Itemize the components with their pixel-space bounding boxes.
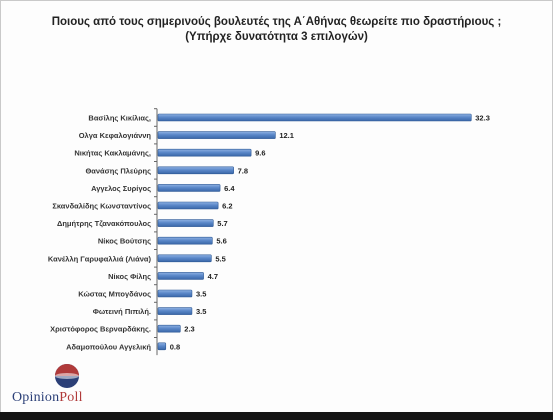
bar (157, 184, 221, 192)
logo-circle-icon (55, 364, 79, 388)
bar (157, 254, 212, 263)
bar (157, 201, 219, 210)
bar (157, 324, 181, 333)
bar (157, 148, 252, 157)
opinionpoll-logo (12, 362, 122, 408)
bar (157, 236, 213, 245)
category-label: Νικήτας Κακλαμάνης, (74, 149, 151, 158)
category-label: Νίκος Βούτσης (98, 237, 151, 246)
chart-subtitle: (Υπήρχε δυνατότητα 3 επιλογών) (185, 31, 368, 43)
data-label: 3.5 (196, 290, 206, 299)
category-label: Αδαμοπούλου Αγγελική (66, 342, 151, 351)
bar (157, 113, 472, 122)
data-label: 6.2 (222, 202, 232, 211)
data-label: 0.8 (170, 342, 180, 351)
category-label: Σκανδαλίδης Κωνσταντίνος (52, 202, 151, 211)
category-label: Βασίλης Κικίλιας, (88, 114, 151, 123)
bar (157, 289, 193, 298)
category-label: Χριστόφορος Βερναρδάκης. (50, 325, 151, 334)
data-label: 2.3 (184, 325, 194, 334)
logo-word-opinion: Opinion (12, 390, 60, 405)
category-label: Ολγα Κεφαλογιάννη (79, 131, 152, 140)
category-label: Νίκος Φίλης (108, 272, 151, 281)
data-label: 32.3 (475, 114, 490, 123)
category-label: Δημήτρης Τζανακόπουλος (57, 219, 151, 228)
data-label: 9.6 (255, 149, 265, 158)
category-label: Κανέλλη Γαρυφαλλιά (Λιάνα) (48, 254, 152, 263)
data-label: 4.7 (208, 272, 218, 281)
logo-wordmark: OpinionPoll (12, 390, 83, 406)
category-label: Φωτεινή Πιπιλή. (93, 307, 151, 316)
bar (157, 272, 204, 280)
data-label: 5.6 (216, 237, 226, 246)
chart-plot-area: Βασίλης Κικίλιας, 32.3 Ολγα Κεφαλογιάννη 12… (48, 108, 490, 356)
logo-word-poll: Poll (59, 390, 83, 405)
category-label: Αγγελος Συρίγος (91, 184, 151, 193)
category-label: Θανάσης Πλεύρης (85, 166, 151, 175)
data-label: 7.8 (238, 166, 248, 175)
bar (157, 131, 276, 139)
bar (157, 166, 234, 175)
category-label: Κώστας Μπογδάνος (78, 290, 151, 299)
bar (157, 219, 214, 227)
data-label: 5.7 (217, 219, 227, 228)
data-label: 6.4 (224, 184, 235, 193)
chart-title: Ποιους από τους σημερινούς βουλευτές της… (51, 16, 502, 28)
data-label: 3.5 (196, 307, 206, 316)
data-label: 5.5 (215, 254, 225, 263)
bottom-border (0, 412, 553, 420)
bar (157, 307, 193, 315)
data-label: 12.1 (279, 131, 294, 140)
bar (157, 342, 167, 351)
